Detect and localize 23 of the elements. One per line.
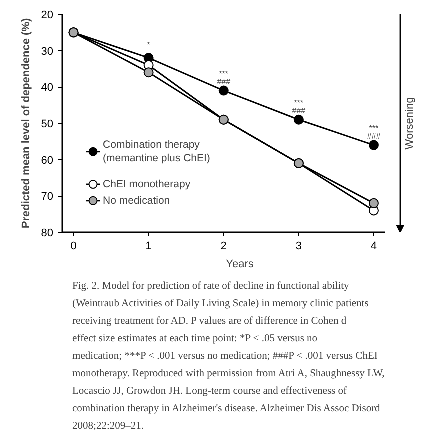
y-axis-title: Predicted mean level of dependence (%) [20,18,32,229]
y-tick-label: 60 [41,154,54,167]
x-tick-label: 3 [296,240,302,252]
y-tick-label: 40 [41,82,54,94]
x-tick-label: 4 [370,240,378,252]
text: Fig. 2. Model for prediction of rate of decline in functional ability (Weintraub Activities of Daily Living Scale) in memory clinic patients receiving treatment for AD. P values are of difference in Cohen d effect size estimates at each time point: *P < .05 versus no medication; ***P < .001 versus no medication; ###P < .001 versus ChEI monotherapy. Reproduced with permission from Atri A, Shaughnessy LW, Locascio JJ, Growdon JH. Long-term course and effectiveness of combination therapy in Alzheimer's disease. Alzheimer Dis Assoc Disord 2008;22:209–21. [72,281,385,432]
y-tick-label: 50 [41,118,54,130]
y-tick-label: 20 [41,10,54,22]
y-tick-label: 30 [41,46,54,58]
x-tick-label: 2 [220,240,227,252]
text: Worsening [404,97,416,150]
x-tick-label: 0 [70,240,77,252]
annotation: * [147,40,150,50]
legend-label: No medication [103,194,170,207]
annotation: *** ### [367,124,382,141]
annotation: *** ### [292,98,306,116]
y-tick-label: 80 [41,228,54,240]
x-tick-label: 1 [146,240,152,252]
y-tick-label: 70 [41,191,54,204]
legend-label: Combination therapy (memantine plus ChEI) [103,139,210,164]
annotation: *** ### [217,69,232,86]
legend-label: ChEI monotherapy [103,178,192,191]
x-axis-title: Years [226,258,254,270]
